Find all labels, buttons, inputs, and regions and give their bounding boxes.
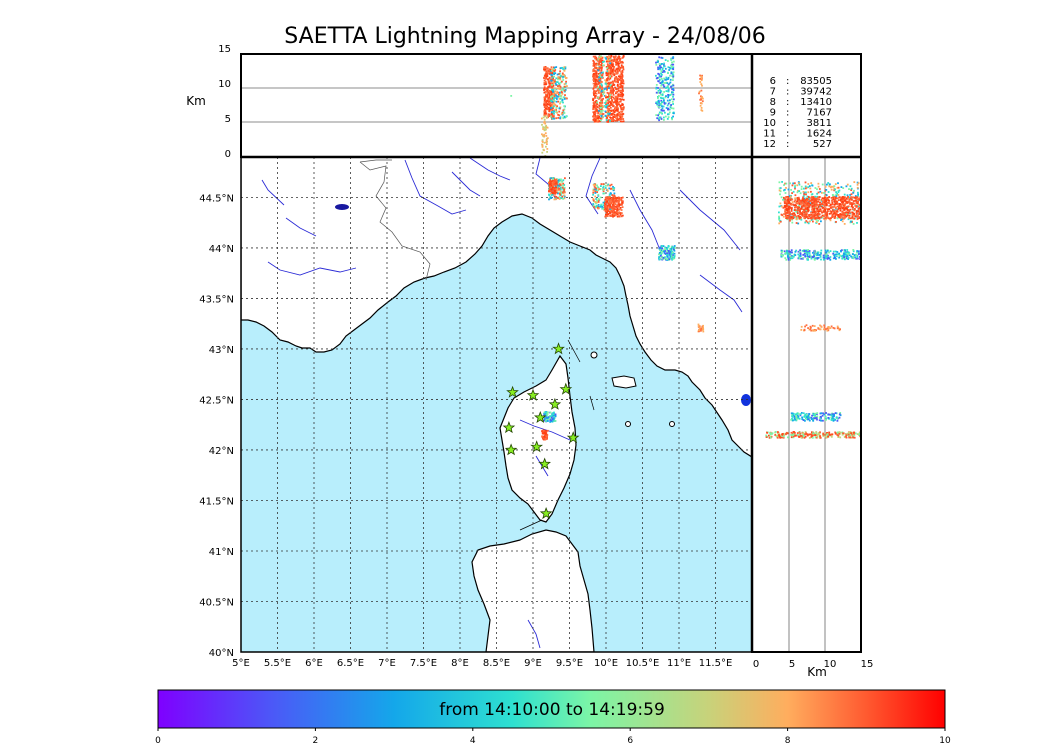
longitude-tick: 11°E — [667, 658, 691, 669]
colorbar-tick: 0 — [155, 736, 161, 746]
side-xtick: 5 — [789, 659, 795, 670]
side-lightning-scatter — [765, 181, 861, 439]
longitude-tick: 11.5°E — [699, 658, 733, 669]
latitude-tick: 44°N — [209, 244, 234, 255]
station-star-icon — [533, 410, 547, 424]
figure-title: SAETTA Lightning Mapping Array - 24/08/0… — [284, 24, 766, 49]
mainland-land — [241, 157, 752, 458]
station-star-icon — [548, 397, 562, 410]
colorbar-tick: 8 — [785, 736, 791, 746]
legend-count: 527 — [813, 139, 832, 150]
station-star-icon — [504, 443, 518, 456]
station-star-icon — [502, 421, 516, 434]
map-gridlines — [241, 157, 752, 652]
longitude-tick: 7.5°E — [410, 658, 437, 669]
side-xtick: 10 — [824, 659, 837, 670]
station-star-icon — [552, 342, 565, 355]
legend-stations: 6 — [770, 76, 776, 87]
legend-count: 39742 — [800, 87, 832, 98]
legend-stations: 12 — [763, 139, 776, 150]
legend-separator: : — [786, 139, 789, 150]
sardinia-land — [471, 529, 595, 652]
map-lightning-scatter — [541, 177, 705, 441]
legend-count: 13410 — [800, 97, 832, 108]
latitude-tick: 42.5°N — [199, 395, 234, 406]
side-xtick: 0 — [753, 659, 759, 670]
station-count-legend: 6:835057:397428:134109:716710:381111:162… — [763, 76, 832, 150]
latitude-tick: 44.5°N — [199, 193, 234, 204]
colorbar-tick: 4 — [470, 736, 476, 746]
legend-count: 3811 — [807, 118, 832, 129]
station-star-icon — [530, 440, 544, 453]
colorbar-tick: 6 — [627, 736, 633, 746]
longitude-tick: 7°E — [378, 658, 396, 669]
legend-separator: : — [786, 76, 789, 87]
legend-separator: : — [786, 118, 789, 129]
legend-count: 7167 — [807, 108, 832, 119]
station-markers — [502, 342, 580, 520]
map-panel: 5°E 5.5°E 6°E 6.5°E 7°E 7.5°E 8°E 8.5°E 9°E 9.5°E… — [199, 156, 753, 669]
latitude-tick: 40°N — [209, 648, 234, 659]
longitude-tick: 9.5°E — [556, 658, 583, 669]
legend-stations: 9 — [770, 108, 776, 119]
legend-stations: 7 — [770, 87, 776, 98]
top-ylabel: Km — [186, 94, 206, 108]
top-ytick: 15 — [218, 44, 231, 55]
legend-stations: 11 — [763, 129, 776, 140]
top-ytick: 0 — [225, 149, 231, 160]
latitude-altitude-panel: 0 5 10 15 Km — [241, 155, 874, 679]
longitude-tick: 10°E — [594, 658, 618, 669]
latitude-tick: 43.5°N — [199, 294, 234, 305]
latitude-tick: 41.5°N — [199, 496, 234, 507]
colorbar-tick: 10 — [939, 736, 951, 746]
side-xtick: 15 — [861, 659, 874, 670]
time-colorbar: 0 2 4 6 8 10 — [155, 689, 951, 746]
latitude-tick: 42°N — [209, 446, 234, 457]
colorbar-label: from 14:10:00 to 14:19:59 — [439, 700, 665, 720]
legend-separator: : — [786, 108, 789, 119]
station-star-icon — [566, 431, 580, 444]
borders — [359, 159, 431, 281]
latitude-tick: 40.5°N — [199, 597, 234, 608]
corsica-land — [499, 354, 577, 523]
longitude-tick: 5°E — [232, 658, 250, 669]
longitude-tick: 6.5°E — [337, 658, 364, 669]
legend-stations: 8 — [770, 97, 776, 108]
station-star-icon — [506, 385, 519, 398]
legend-count: 1624 — [807, 129, 832, 140]
longitude-tick: 8°E — [451, 658, 469, 669]
colorbar-tick: 2 — [313, 736, 319, 746]
station-star-icon — [539, 506, 553, 520]
altitude-longitude-panel: Km 15 10 5 0 6:835057:397428:134109:7167… — [186, 44, 862, 160]
longitude-tick: 10.5°E — [626, 658, 660, 669]
side-xlabel: Km — [807, 665, 827, 679]
top-lightning-scatter — [510, 55, 704, 157]
legend-separator: : — [786, 97, 789, 108]
latitude-tick: 41°N — [209, 547, 234, 558]
longitude-tick: 6°E — [305, 658, 323, 669]
station-star-icon — [538, 457, 551, 470]
rivers — [261, 157, 743, 649]
legend-separator: : — [786, 87, 789, 98]
station-star-icon — [526, 388, 540, 401]
longitude-tick: 8.5°E — [483, 658, 510, 669]
legend-separator: : — [786, 129, 789, 140]
top-ytick: 10 — [218, 79, 231, 90]
top-ytick: 5 — [225, 114, 231, 125]
station-star-icon — [559, 382, 573, 395]
longitude-tick: 5.5°E — [264, 658, 291, 669]
legend-count: 83505 — [800, 76, 832, 87]
longitude-tick: 9°E — [524, 658, 542, 669]
latitude-tick: 43°N — [209, 345, 234, 356]
legend-stations: 10 — [763, 118, 776, 129]
